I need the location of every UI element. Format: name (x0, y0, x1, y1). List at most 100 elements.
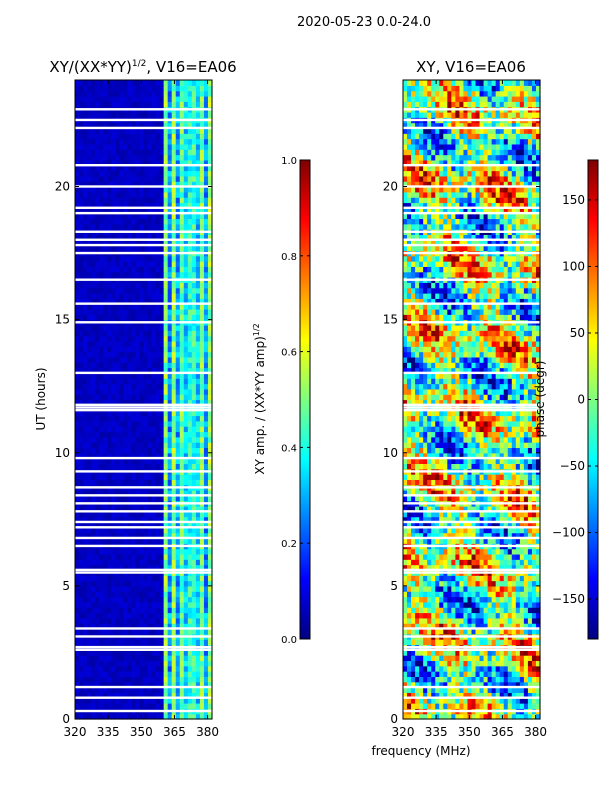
heatmap-cell (79, 474, 84, 480)
heatmap-cell (115, 521, 120, 528)
heatmap-cell (419, 703, 424, 709)
heatmap-cell (191, 186, 197, 193)
heatmap-cell (143, 660, 149, 667)
heatmap-cell (115, 639, 120, 646)
heatmap-cell (195, 521, 201, 528)
heatmap-cell (83, 95, 88, 102)
heatmap-cell (411, 692, 416, 699)
heatmap-cell (155, 639, 161, 646)
heatmap-cell (163, 463, 169, 470)
heatmap-cell (79, 95, 84, 102)
heatmap-cell (135, 101, 141, 108)
heatmap-cell (143, 85, 149, 92)
heatmap-cell (167, 324, 173, 331)
heatmap-cell (519, 660, 525, 667)
heatmap-cell (415, 639, 420, 646)
heatmap-cell (151, 511, 157, 518)
heatmap-cell (135, 399, 141, 406)
heatmap-cell (171, 127, 177, 134)
heatmap-cell (123, 351, 128, 358)
heatmap-cell (135, 415, 141, 422)
heatmap-cell (99, 85, 104, 92)
heatmap-cell (91, 564, 96, 571)
heatmap-cell (75, 447, 80, 454)
heatmap-cell (111, 713, 116, 720)
heatmap-cell (503, 681, 509, 688)
heatmap-cell (95, 676, 100, 683)
heatmap-cell (127, 442, 133, 449)
heatmap-cell (111, 681, 116, 688)
heatmap-cell (183, 383, 189, 390)
heatmap-cell (79, 649, 84, 656)
heatmap-cell (171, 351, 177, 358)
heatmap-cell (95, 383, 100, 390)
heatmap-cell (95, 516, 100, 523)
heatmap-cell (111, 639, 116, 646)
heatmap-cell (75, 692, 80, 699)
heatmap-cell (123, 138, 128, 145)
heatmap-cell (167, 671, 173, 677)
heatmap-cell (199, 399, 205, 406)
heatmap-cell (163, 692, 169, 699)
heatmap-cell (111, 479, 116, 486)
heatmap-cell (135, 330, 141, 337)
heatmap-cell (95, 133, 100, 140)
heatmap-cell (119, 383, 124, 390)
heatmap-cell (75, 655, 80, 662)
data-gap (75, 696, 212, 699)
heatmap-cell (115, 628, 120, 635)
x-tick-label: 350 (130, 725, 153, 739)
heatmap-cell (95, 591, 100, 598)
heatmap-cell (175, 585, 181, 592)
heatmap-cell (203, 495, 209, 502)
heatmap-cell (103, 580, 108, 587)
heatmap-cell (471, 623, 477, 630)
heatmap-cell (199, 271, 205, 278)
heatmap-cell (87, 474, 92, 480)
heatmap-cell (447, 596, 452, 603)
heatmap-cell (111, 601, 116, 608)
heatmap-cell (75, 548, 80, 555)
heatmap-cell (167, 346, 173, 353)
heatmap-cell (131, 660, 137, 667)
heatmap-cell (435, 671, 440, 677)
heatmap-cell (151, 463, 157, 470)
heatmap-cell (107, 207, 112, 214)
heatmap-cell (463, 703, 469, 709)
heatmap-cell (203, 521, 209, 528)
heatmap-cell (83, 362, 88, 369)
heatmap-cell (127, 607, 133, 614)
heatmap-cell (147, 649, 153, 656)
heatmap-cell (107, 442, 112, 449)
heatmap-cell (123, 165, 128, 172)
heatmap-cell (103, 111, 108, 118)
heatmap-cell (147, 335, 153, 342)
heatmap-cell (83, 671, 88, 677)
heatmap-cell (179, 143, 185, 150)
heatmap-cell (75, 287, 80, 294)
heatmap-cell (123, 490, 128, 496)
heatmap-cell (175, 213, 181, 220)
heatmap-cell (75, 394, 80, 401)
heatmap-cell (507, 649, 513, 656)
data-gap (75, 470, 212, 473)
heatmap-cell (119, 665, 124, 672)
heatmap-cell (167, 101, 173, 108)
heatmap-cell (119, 415, 124, 422)
heatmap-cell (103, 266, 108, 273)
heatmap-cell (139, 415, 145, 422)
heatmap-cell (179, 149, 185, 156)
heatmap-cell (135, 367, 141, 374)
heatmap-cell (83, 537, 88, 544)
heatmap-cell (163, 378, 169, 385)
heatmap-cell (191, 255, 197, 262)
heatmap-cell (495, 623, 501, 630)
heatmap-cell (167, 479, 173, 486)
heatmap-cell (195, 181, 201, 188)
heatmap-cell (179, 122, 185, 129)
heatmap-cell (147, 410, 153, 417)
heatmap-cell (511, 655, 517, 662)
heatmap-cell (175, 127, 181, 134)
heatmap-cell (107, 149, 112, 156)
heatmap-cell (115, 80, 120, 86)
